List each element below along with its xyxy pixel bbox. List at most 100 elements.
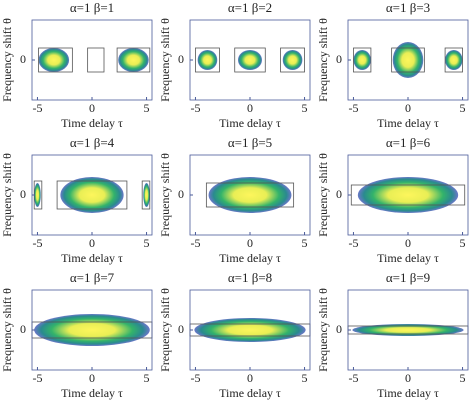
x-tick-label: 5 [302,236,308,250]
ambiguity-blob [194,318,306,342]
y-tick-label: 0 [20,187,26,201]
y-axis-label: Frequency shift θ [158,18,172,102]
x-tick-label: -5 [32,371,42,385]
region-box [56,180,128,210]
ambiguity-blob [143,183,150,207]
ambiguity-blob [352,324,464,336]
x-tick-label: -5 [190,101,200,115]
x-tick-label: 0 [247,371,253,385]
subplot: -5 0 5 0 α=1 β=6 Time delay τ Frequency shift … [316,135,469,265]
x-axis-label: Time delay τ [377,386,439,400]
x-tick-label: 0 [89,236,95,250]
region-box [195,47,220,73]
x-tick-label: -5 [348,371,358,385]
ambiguity-blob [34,183,41,207]
y-tick-label: 0 [20,52,26,66]
region-box [350,184,466,206]
subplot: -5 0 5 0 α=1 β=5 Time delay τ Frequency shift … [158,135,311,265]
ambiguity-blob [357,177,459,213]
region-box [234,47,266,73]
subplot: -5 0 5 0 α=1 β=3 Time delay τ Frequency shift … [316,0,469,130]
y-axis-label: Frequency shift θ [158,153,172,237]
x-axis-label: Time delay τ [377,251,439,265]
region-box [205,182,295,208]
x-axis-label: Time delay τ [61,116,123,130]
y-axis-label: Frequency shift θ [316,18,330,102]
y-tick-label: 0 [178,187,184,201]
y-tick-label: 0 [336,322,342,336]
ambiguity-blob [38,48,70,72]
ambiguity-blob [60,177,124,213]
subplot-title: α=1 β=2 [228,0,272,15]
subplot-title: α=1 β=6 [386,135,431,150]
x-tick-label: 0 [89,371,95,385]
x-tick-label: 5 [144,236,150,250]
y-tick-label: 0 [178,52,184,66]
subplot: -5 0 5 0 α=1 β=7 Time delay τ Frequency shift … [0,270,153,400]
subplot-title: α=1 β=5 [228,135,272,150]
subplot: -5 0 5 0 α=1 β=9 Time delay τ Frequency shift … [316,270,469,400]
region-box [444,47,463,73]
y-axis-label: Frequency shift θ [316,153,330,237]
x-axis-label: Time delay τ [377,116,439,130]
x-tick-label: 0 [405,236,411,250]
x-tick-label: 0 [89,101,95,115]
subplot: -5 0 5 0 α=1 β=4 Time delay τ Frequency shift … [0,135,153,265]
x-tick-label: 5 [460,236,466,250]
subplot-title: α=1 β=7 [70,270,115,285]
x-tick-label: -5 [190,371,200,385]
region-box [391,47,425,73]
region-box [141,180,151,210]
region-box [353,47,372,73]
ambiguity-blob [282,50,303,70]
y-tick-label: 0 [20,322,26,336]
x-tick-label: -5 [348,236,358,250]
region-box [280,47,305,73]
y-axis-label: Frequency shift θ [158,288,172,372]
x-axis-label: Time delay τ [61,251,123,265]
x-tick-label: 5 [144,101,150,115]
region-box [38,47,73,73]
subplot: -5 0 5 0 α=1 β=2 Time delay τ Frequency shift … [158,0,311,130]
y-tick-label: 0 [336,52,342,66]
subplot-title: α=1 β=9 [386,270,430,285]
x-tick-label: 5 [460,371,466,385]
y-tick-label: 0 [178,322,184,336]
y-axis-label: Frequency shift θ [316,288,330,372]
x-tick-label: 0 [405,101,411,115]
ambiguity-blob [118,48,149,72]
y-axis-label: Frequency shift θ [0,18,14,102]
y-tick-label: 0 [336,187,342,201]
x-tick-label: 5 [460,101,466,115]
ambiguity-blob [392,42,424,78]
subplot-title: α=1 β=4 [70,135,115,150]
ambiguity-blob [238,50,262,70]
ambiguity-blob [445,50,463,70]
ambiguity-blob [208,177,292,213]
ambiguity-blob [34,314,150,346]
x-tick-label: 0 [247,101,253,115]
ambiguity-blob [197,50,218,70]
x-tick-label: -5 [32,101,42,115]
subplot-title: α=1 β=8 [228,270,272,285]
x-tick-label: -5 [32,236,42,250]
x-tick-label: 0 [247,236,253,250]
subplot-title: α=1 β=3 [386,0,430,15]
subplot: -5 0 5 0 α=1 β=8 Time delay τ Frequency shift … [158,270,311,400]
region-box [87,47,105,73]
x-tick-label: 0 [405,371,411,385]
x-tick-label: -5 [190,236,200,250]
x-axis-label: Time delay τ [219,386,281,400]
x-tick-label: 5 [144,371,150,385]
subplot: -5 0 5 0 α=1 β=1 Time delay τ Frequency shift … [0,0,153,130]
x-tick-label: 5 [302,101,308,115]
y-axis-label: Frequency shift θ [0,288,14,372]
region-box [116,47,151,73]
x-tick-label: 5 [302,371,308,385]
y-axis-label: Frequency shift θ [0,153,14,237]
x-axis-label: Time delay τ [219,116,281,130]
x-axis-label: Time delay τ [61,386,123,400]
ambiguity-blob [353,50,371,70]
x-tick-label: -5 [348,101,358,115]
